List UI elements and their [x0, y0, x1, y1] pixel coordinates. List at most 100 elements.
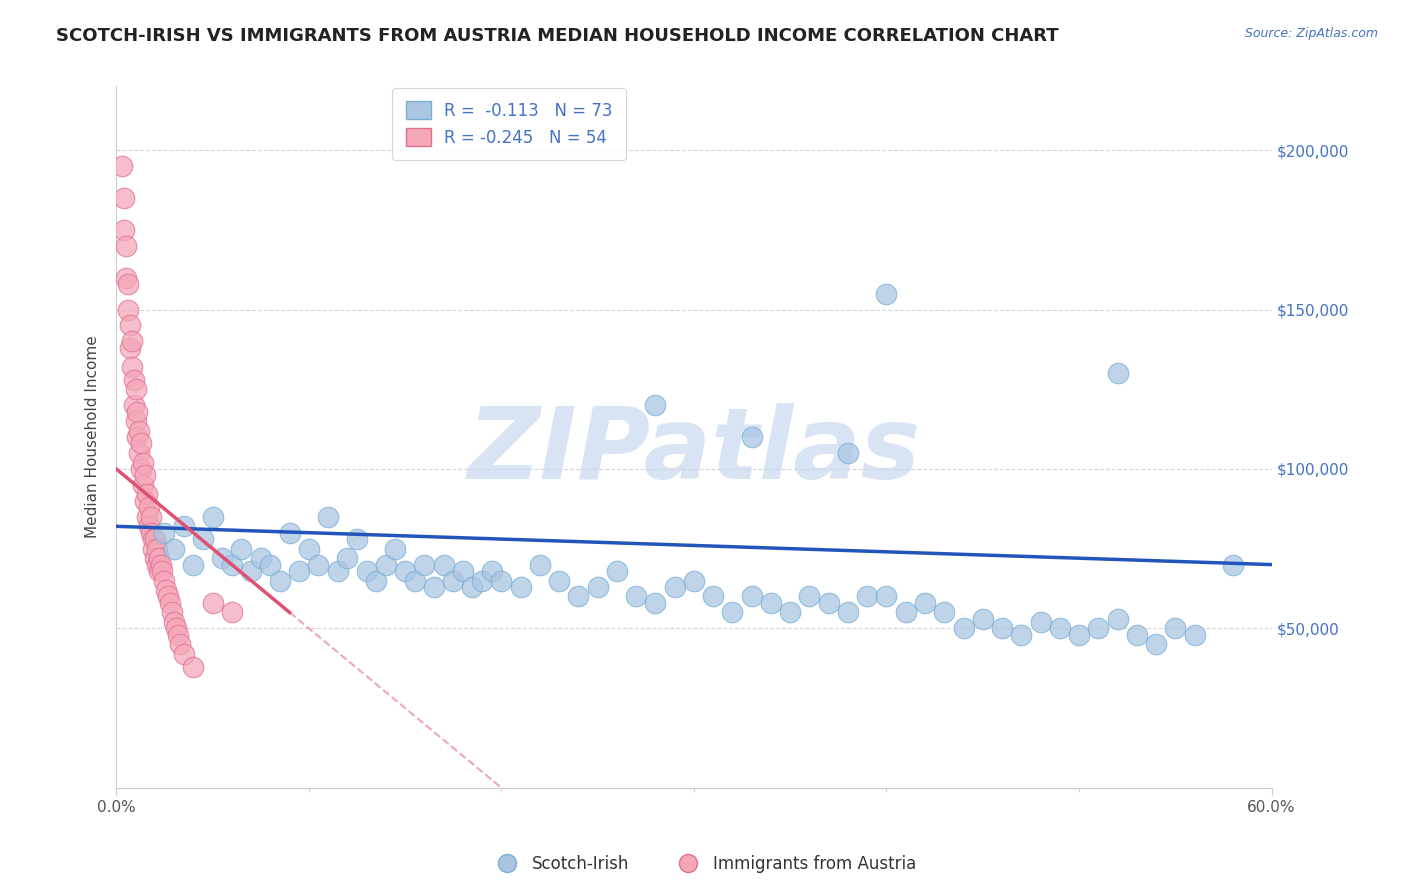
Point: [145, 558, 167, 572]
Point: [779, 606, 801, 620]
Point: [624, 590, 647, 604]
Point: [138, 500, 160, 515]
Point: [211, 551, 233, 566]
Point: [153, 574, 176, 588]
Point: [326, 564, 349, 578]
Point: [972, 612, 994, 626]
Point: [952, 621, 974, 635]
Point: [875, 286, 897, 301]
Point: [152, 564, 174, 578]
Point: [122, 398, 145, 412]
Point: [163, 615, 186, 629]
Point: [567, 590, 589, 604]
Point: [160, 606, 183, 620]
Point: [413, 558, 436, 572]
Point: [165, 621, 187, 635]
Point: [586, 580, 609, 594]
Point: [148, 564, 170, 578]
Point: [606, 564, 628, 578]
Point: [481, 564, 503, 578]
Point: [115, 239, 138, 253]
Point: [316, 509, 339, 524]
Point: [155, 583, 177, 598]
Point: [441, 574, 464, 588]
Point: [856, 590, 879, 604]
Point: [288, 564, 311, 578]
Point: [1029, 615, 1052, 629]
Point: [529, 558, 551, 572]
Point: [509, 580, 531, 594]
Legend: Scotch-Irish, Immigrants from Austria: Scotch-Irish, Immigrants from Austria: [484, 848, 922, 880]
Point: [278, 525, 301, 540]
Point: [423, 580, 446, 594]
Point: [148, 551, 170, 566]
Point: [934, 606, 956, 620]
Point: [142, 541, 165, 556]
Point: [1067, 628, 1090, 642]
Text: Source: ZipAtlas.com: Source: ZipAtlas.com: [1244, 27, 1378, 40]
Text: ZIPatlas: ZIPatlas: [467, 402, 921, 500]
Point: [471, 574, 494, 588]
Point: [384, 541, 406, 556]
Point: [117, 277, 139, 291]
Point: [134, 468, 156, 483]
Point: [298, 541, 321, 556]
Point: [121, 359, 143, 374]
Point: [127, 404, 149, 418]
Point: [491, 574, 513, 588]
Point: [163, 541, 186, 556]
Point: [356, 564, 378, 578]
Point: [759, 596, 782, 610]
Point: [1164, 621, 1187, 635]
Point: [240, 564, 263, 578]
Point: [1144, 637, 1167, 651]
Point: [1087, 621, 1109, 635]
Point: [139, 525, 162, 540]
Point: [721, 606, 744, 620]
Y-axis label: Median Household Income: Median Household Income: [86, 335, 100, 539]
Point: [741, 590, 763, 604]
Point: [143, 551, 166, 566]
Point: [173, 519, 195, 533]
Point: [249, 551, 271, 566]
Point: [461, 580, 484, 594]
Point: [131, 462, 153, 476]
Point: [837, 446, 859, 460]
Point: [128, 424, 150, 438]
Point: [159, 596, 181, 610]
Point: [132, 456, 155, 470]
Point: [1107, 366, 1129, 380]
Point: [139, 509, 162, 524]
Point: [122, 373, 145, 387]
Point: [1184, 628, 1206, 642]
Point: [121, 334, 143, 349]
Point: [201, 509, 224, 524]
Point: [741, 430, 763, 444]
Point: [153, 525, 176, 540]
Point: [143, 532, 166, 546]
Point: [336, 551, 359, 566]
Point: [136, 509, 159, 524]
Point: [1222, 558, 1244, 572]
Point: [837, 606, 859, 620]
Point: [644, 596, 666, 610]
Point: [374, 558, 396, 572]
Point: [181, 558, 204, 572]
Point: [221, 606, 243, 620]
Point: [167, 628, 190, 642]
Point: [664, 580, 686, 594]
Point: [702, 590, 724, 604]
Point: [1049, 621, 1071, 635]
Point: [111, 159, 134, 173]
Point: [132, 478, 155, 492]
Point: [914, 596, 936, 610]
Point: [894, 606, 917, 620]
Point: [131, 436, 153, 450]
Point: [117, 302, 139, 317]
Point: [149, 558, 172, 572]
Point: [181, 659, 204, 673]
Point: [269, 574, 291, 588]
Point: [799, 590, 821, 604]
Point: [817, 596, 839, 610]
Point: [169, 637, 191, 651]
